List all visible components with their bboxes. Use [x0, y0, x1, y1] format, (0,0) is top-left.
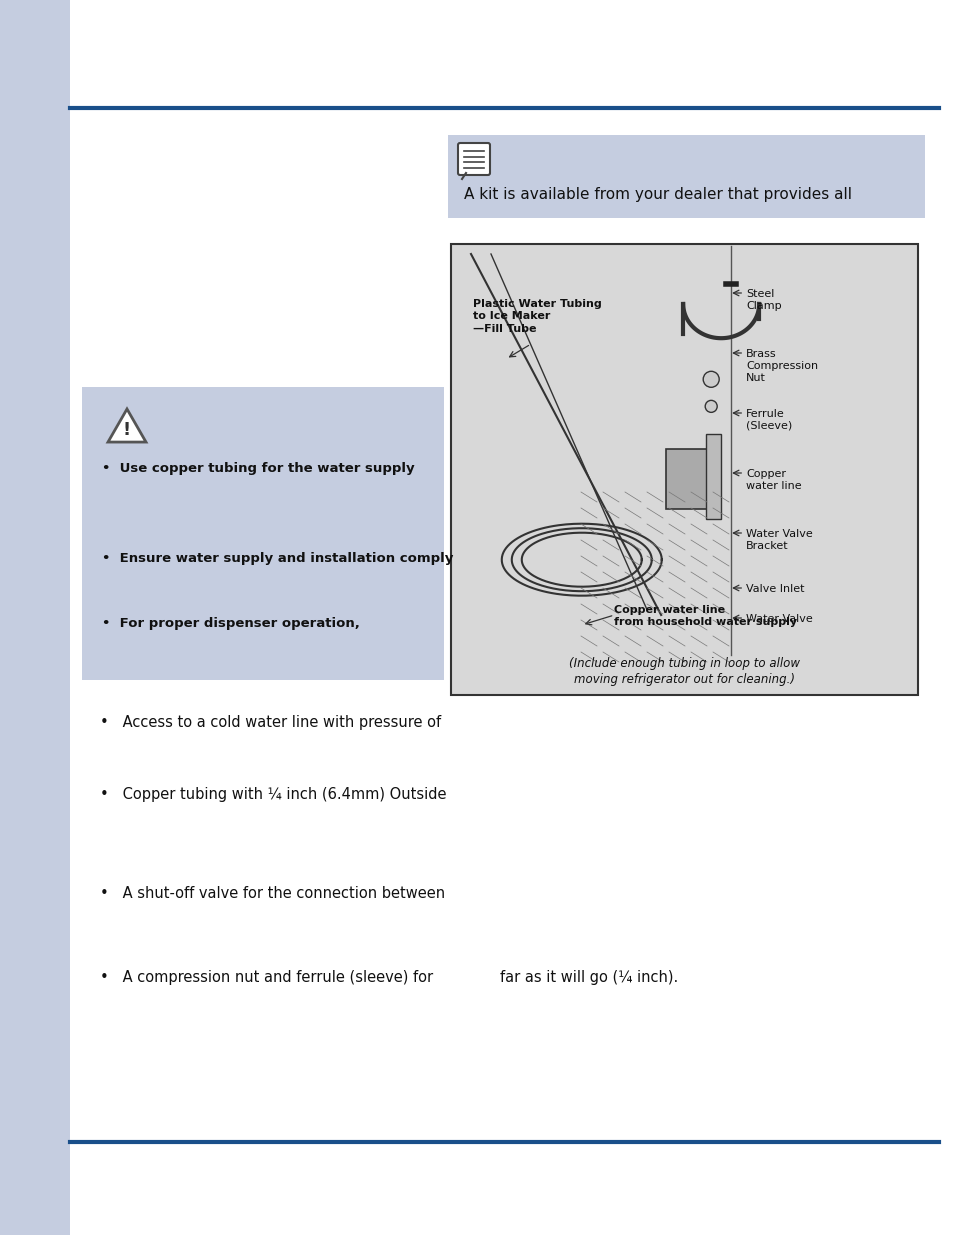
Text: Plastic Water Tubing
to Ice Maker
—Fill Tube: Plastic Water Tubing to Ice Maker —Fill … — [473, 299, 601, 333]
Text: Water Valve: Water Valve — [745, 614, 812, 624]
Polygon shape — [108, 409, 146, 442]
Text: •  Use copper tubing for the water supply: • Use copper tubing for the water supply — [102, 462, 415, 475]
Text: •  Ensure water supply and installation comply: • Ensure water supply and installation c… — [102, 552, 453, 564]
Text: •   A shut-off valve for the connection between: • A shut-off valve for the connection be… — [100, 885, 445, 902]
Text: Copper
water line: Copper water line — [745, 469, 801, 492]
Text: Water Valve
Bracket: Water Valve Bracket — [745, 529, 812, 551]
Bar — [82, 387, 443, 680]
Bar — [451, 245, 917, 695]
Text: A kit is available from your dealer that provides all: A kit is available from your dealer that… — [463, 186, 851, 203]
Text: Steel
Clamp: Steel Clamp — [745, 289, 781, 311]
Bar — [448, 135, 924, 219]
Text: !: ! — [123, 421, 131, 438]
Text: far as it will go (¼ inch).: far as it will go (¼ inch). — [499, 969, 678, 986]
Text: •   A compression nut and ferrule (sleeve) for: • A compression nut and ferrule (sleeve)… — [100, 969, 433, 986]
Text: •   Access to a cold water line with pressure of: • Access to a cold water line with press… — [100, 715, 440, 730]
Text: •   Copper tubing with ¼ inch (6.4mm) Outside: • Copper tubing with ¼ inch (6.4mm) Outs… — [100, 787, 446, 802]
Bar — [705, 433, 720, 519]
Text: Valve Inlet: Valve Inlet — [745, 584, 804, 594]
Circle shape — [702, 372, 719, 388]
Text: •  For proper dispenser operation,: • For proper dispenser operation, — [102, 618, 359, 630]
FancyBboxPatch shape — [457, 143, 490, 175]
Text: (Include enough tubing in loop to allow
moving refrigerator out for cleaning.): (Include enough tubing in loop to allow … — [568, 657, 800, 685]
Bar — [0, 0, 70, 1235]
Bar — [665, 448, 716, 509]
Text: Copper water line
from household water supply: Copper water line from household water s… — [614, 605, 797, 627]
Text: Brass
Compression
Nut: Brass Compression Nut — [745, 350, 818, 383]
Text: Ferrule
(Sleeve): Ferrule (Sleeve) — [745, 409, 792, 431]
Circle shape — [704, 400, 717, 412]
